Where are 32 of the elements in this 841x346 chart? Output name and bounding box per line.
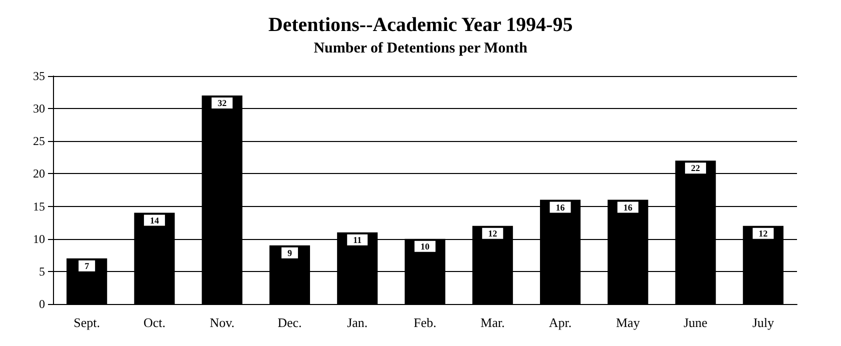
- chart-title: Detentions--Academic Year 1994-95: [268, 14, 573, 36]
- y-tick-label: 10: [33, 232, 45, 246]
- data-label: 22: [691, 163, 701, 174]
- data-label: 7: [84, 260, 90, 271]
- y-tick-label: 30: [33, 102, 45, 116]
- data-label: 12: [488, 228, 498, 238]
- y-tick-label: 20: [33, 166, 45, 181]
- x-tick-label: Nov.: [210, 315, 234, 330]
- x-tick-label: Mar.: [480, 315, 505, 330]
- y-tick-label: 0: [39, 297, 45, 311]
- x-tick-label: Apr.: [548, 315, 572, 330]
- data-label: 16: [623, 202, 633, 212]
- y-tick-label: 35: [33, 69, 45, 83]
- x-tick-label: June: [684, 315, 708, 330]
- data-label: 9: [287, 248, 292, 258]
- data-label: 32: [218, 98, 228, 108]
- x-tick-label: Feb.: [414, 315, 436, 330]
- x-tick-label: July: [752, 315, 775, 330]
- x-tick-label: Jan.: [347, 315, 368, 330]
- x-tick-label: Dec.: [278, 315, 302, 330]
- data-label: 16: [556, 202, 566, 212]
- data-label: 12: [758, 228, 768, 238]
- data-label: 11: [353, 234, 362, 245]
- x-tick-label: Sept.: [74, 315, 100, 330]
- y-tick-label: 5: [39, 264, 45, 278]
- y-tick-label: 15: [33, 199, 45, 214]
- chart-subtitle: Number of Detentions per Month: [314, 40, 528, 56]
- y-tick-label: 25: [33, 134, 45, 148]
- x-tick-label: Oct.: [143, 315, 166, 330]
- x-tick-label: May: [616, 315, 640, 330]
- data-label: 14: [150, 215, 160, 226]
- data-label: 10: [420, 241, 430, 252]
